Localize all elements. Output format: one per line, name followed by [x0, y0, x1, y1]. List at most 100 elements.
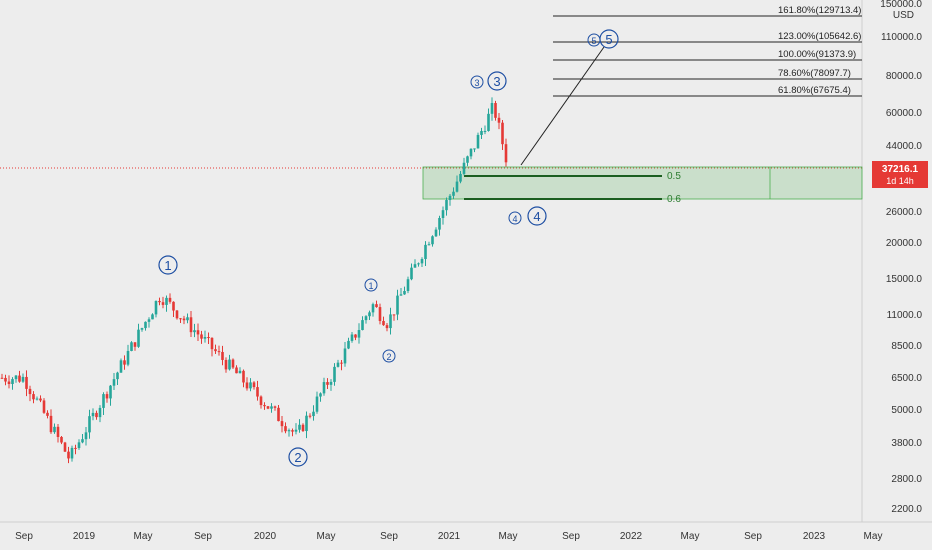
candle-body[interactable] — [322, 382, 326, 394]
candle-body[interactable] — [483, 130, 487, 132]
candle-body[interactable] — [466, 156, 469, 163]
candle-body[interactable] — [63, 442, 67, 452]
candle-body[interactable] — [424, 244, 427, 260]
candle-body[interactable] — [172, 301, 175, 311]
candle-body[interactable] — [273, 406, 277, 408]
candle-body[interactable] — [469, 148, 473, 157]
candle-body[interactable] — [231, 359, 235, 368]
candle-body[interactable] — [305, 415, 308, 432]
candle-body[interactable] — [67, 451, 70, 459]
candle-body[interactable] — [203, 337, 207, 339]
candle-body[interactable] — [210, 337, 214, 350]
candle-body[interactable] — [56, 426, 60, 437]
candle-body[interactable] — [200, 334, 203, 339]
candle-body[interactable] — [333, 366, 336, 382]
candle-body[interactable] — [245, 382, 249, 389]
candle-body[interactable] — [378, 307, 382, 321]
candle-body[interactable] — [126, 350, 130, 365]
candle-body[interactable] — [102, 394, 105, 408]
candle-body[interactable] — [84, 432, 88, 440]
candle-body[interactable] — [340, 362, 343, 364]
candle-body[interactable] — [60, 436, 63, 443]
candle-body[interactable] — [403, 290, 406, 295]
candle-body[interactable] — [144, 321, 147, 329]
candle-body[interactable] — [455, 181, 459, 192]
candle-body[interactable] — [361, 320, 364, 331]
candle-body[interactable] — [88, 416, 91, 433]
candle-body[interactable] — [298, 424, 301, 430]
candle-body[interactable] — [98, 407, 102, 418]
candle-body[interactable] — [74, 447, 77, 449]
candle-body[interactable] — [189, 317, 193, 333]
wave-label-minor-2[interactable]: 2 — [382, 349, 396, 363]
candle-body[interactable] — [497, 117, 501, 123]
candle-body[interactable] — [462, 162, 466, 174]
wave-label-major-4[interactable]: 4 — [527, 206, 547, 226]
candle-body[interactable] — [417, 263, 420, 265]
candle-body[interactable] — [441, 210, 445, 219]
wave-label-major-3[interactable]: 3 — [487, 71, 507, 91]
candle-body[interactable] — [501, 122, 504, 145]
candle-body[interactable] — [427, 244, 431, 246]
candle-body[interactable] — [214, 349, 217, 352]
candle-body[interactable] — [7, 381, 11, 385]
candle-body[interactable] — [95, 412, 98, 418]
wave-label-major-5[interactable]: 5 — [599, 29, 619, 49]
support-zone[interactable] — [422, 166, 863, 200]
candle-body[interactable] — [452, 191, 455, 196]
candle-body[interactable] — [35, 398, 39, 400]
candle-body[interactable] — [406, 279, 410, 291]
candle-body[interactable] — [336, 362, 340, 367]
candle-body[interactable] — [284, 426, 287, 432]
candle-body[interactable] — [228, 359, 231, 370]
candle-body[interactable] — [326, 382, 329, 385]
candle-body[interactable] — [252, 382, 256, 388]
candle-body[interactable] — [235, 367, 238, 374]
candle-body[interactable] — [259, 396, 263, 406]
candle-body[interactable] — [175, 310, 179, 319]
candle-body[interactable] — [294, 429, 298, 432]
candle-body[interactable] — [270, 406, 273, 409]
candle-body[interactable] — [494, 103, 497, 118]
candle-body[interactable] — [347, 340, 350, 349]
candle-body[interactable] — [473, 148, 476, 150]
candle-body[interactable] — [476, 134, 480, 149]
candle-body[interactable] — [161, 302, 165, 305]
candle-body[interactable] — [18, 375, 21, 382]
candle-body[interactable] — [154, 300, 158, 315]
candle-body[interactable] — [133, 342, 137, 347]
candle-body[interactable] — [375, 304, 378, 308]
candle-body[interactable] — [0, 377, 4, 379]
candle-body[interactable] — [308, 415, 312, 417]
candle-body[interactable] — [368, 312, 371, 317]
candle-body[interactable] — [165, 297, 168, 305]
candle-body[interactable] — [266, 406, 270, 409]
candle-body[interactable] — [123, 360, 126, 365]
candle-body[interactable] — [315, 396, 319, 412]
wave-label-minor-4[interactable]: 4 — [508, 211, 522, 225]
wave-label-minor-5[interactable]: 5 — [587, 33, 601, 47]
candle-body[interactable] — [53, 426, 56, 433]
candle-body[interactable] — [182, 318, 186, 321]
candle-body[interactable] — [420, 259, 424, 264]
candle-body[interactable] — [81, 439, 84, 443]
candle-body[interactable] — [480, 131, 483, 135]
candle-body[interactable] — [196, 330, 200, 335]
candle-body[interactable] — [140, 328, 144, 330]
candle-body[interactable] — [25, 376, 28, 389]
candle-body[interactable] — [371, 304, 375, 313]
candle-body[interactable] — [238, 370, 242, 374]
candle-body[interactable] — [277, 407, 280, 422]
candle-body[interactable] — [105, 394, 109, 399]
candle-body[interactable] — [249, 382, 252, 389]
current-price-badge[interactable]: 37216.1 1d 14h — [872, 161, 928, 188]
candle-body[interactable] — [287, 430, 291, 432]
candle-body[interactable] — [280, 421, 284, 427]
candle-body[interactable] — [151, 314, 154, 320]
candle-body[interactable] — [119, 360, 123, 373]
candle-body[interactable] — [137, 329, 140, 347]
candle-body[interactable] — [487, 113, 490, 131]
candle-body[interactable] — [438, 218, 441, 230]
candle-body[interactable] — [364, 316, 368, 321]
